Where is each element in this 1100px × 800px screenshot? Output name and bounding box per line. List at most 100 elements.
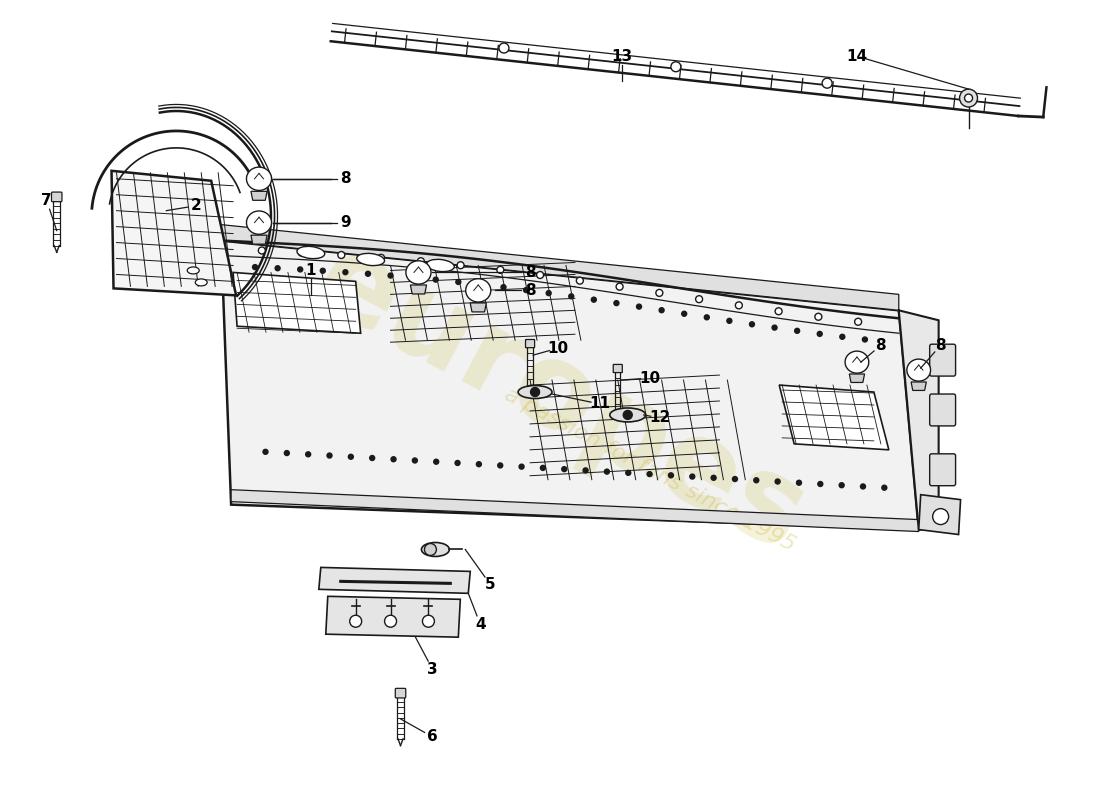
Circle shape — [500, 285, 506, 290]
Circle shape — [727, 318, 732, 323]
Circle shape — [671, 62, 681, 72]
Circle shape — [349, 454, 353, 459]
Circle shape — [476, 462, 482, 466]
Circle shape — [478, 282, 483, 287]
Polygon shape — [849, 374, 865, 382]
Ellipse shape — [421, 542, 450, 557]
Circle shape — [499, 43, 509, 53]
Circle shape — [704, 315, 710, 320]
Polygon shape — [221, 225, 899, 310]
Polygon shape — [465, 278, 491, 302]
Circle shape — [624, 410, 632, 419]
Circle shape — [327, 453, 332, 458]
Polygon shape — [111, 170, 236, 295]
Text: 13: 13 — [612, 49, 632, 64]
Circle shape — [306, 452, 310, 457]
Circle shape — [425, 543, 437, 555]
Circle shape — [637, 304, 641, 309]
Circle shape — [298, 267, 302, 272]
Circle shape — [659, 308, 664, 313]
Circle shape — [412, 458, 417, 463]
Circle shape — [711, 475, 716, 480]
Polygon shape — [221, 241, 918, 530]
Ellipse shape — [187, 267, 199, 274]
Text: 6: 6 — [427, 730, 438, 744]
Circle shape — [933, 509, 948, 525]
FancyBboxPatch shape — [930, 344, 956, 376]
Text: a passion for fans since 1995: a passion for fans since 1995 — [500, 384, 799, 555]
Circle shape — [794, 328, 800, 334]
Circle shape — [263, 450, 268, 454]
FancyBboxPatch shape — [52, 192, 62, 202]
Circle shape — [370, 455, 375, 461]
Circle shape — [695, 296, 703, 302]
Text: 8: 8 — [876, 338, 887, 353]
Polygon shape — [470, 303, 486, 312]
Text: 7: 7 — [42, 193, 52, 208]
Circle shape — [497, 463, 503, 468]
Polygon shape — [410, 285, 427, 294]
Circle shape — [776, 479, 780, 484]
Circle shape — [365, 271, 371, 276]
Polygon shape — [906, 359, 931, 381]
FancyBboxPatch shape — [930, 394, 956, 426]
Circle shape — [298, 249, 305, 256]
Text: 8: 8 — [525, 283, 536, 298]
Circle shape — [455, 461, 460, 466]
Ellipse shape — [356, 254, 385, 266]
Polygon shape — [251, 191, 267, 200]
Text: 8: 8 — [525, 265, 536, 280]
Circle shape — [576, 277, 583, 284]
Polygon shape — [246, 167, 272, 190]
Circle shape — [350, 615, 362, 627]
FancyBboxPatch shape — [930, 454, 956, 486]
Circle shape — [524, 287, 529, 293]
Ellipse shape — [195, 279, 207, 286]
Text: 8: 8 — [935, 338, 946, 353]
Circle shape — [253, 265, 257, 270]
Polygon shape — [231, 490, 918, 531]
Circle shape — [772, 325, 777, 330]
Circle shape — [862, 337, 868, 342]
Circle shape — [540, 466, 546, 470]
Polygon shape — [899, 310, 938, 530]
Text: 11: 11 — [590, 397, 610, 411]
Circle shape — [583, 468, 588, 473]
Circle shape — [647, 471, 652, 477]
FancyBboxPatch shape — [395, 688, 406, 698]
Text: 12: 12 — [649, 410, 670, 426]
Circle shape — [422, 615, 435, 627]
FancyBboxPatch shape — [613, 365, 623, 373]
Circle shape — [390, 457, 396, 462]
Circle shape — [417, 258, 425, 265]
Text: 4: 4 — [475, 617, 485, 632]
Circle shape — [839, 334, 845, 339]
Text: 2: 2 — [191, 198, 201, 213]
Circle shape — [458, 262, 464, 269]
Text: 14: 14 — [846, 49, 868, 64]
Polygon shape — [911, 382, 926, 390]
Circle shape — [338, 251, 344, 258]
Circle shape — [433, 277, 438, 282]
Text: 5: 5 — [485, 577, 495, 592]
Polygon shape — [326, 596, 460, 637]
Circle shape — [410, 275, 416, 280]
Circle shape — [569, 294, 574, 299]
Circle shape — [320, 268, 326, 274]
Circle shape — [815, 314, 822, 320]
Circle shape — [388, 273, 393, 278]
Circle shape — [616, 283, 623, 290]
Text: 8: 8 — [340, 171, 351, 186]
Circle shape — [433, 459, 439, 464]
Circle shape — [656, 290, 663, 296]
Circle shape — [822, 78, 832, 88]
Circle shape — [519, 464, 524, 469]
Circle shape — [275, 266, 280, 270]
Circle shape — [592, 297, 596, 302]
Circle shape — [547, 290, 551, 296]
Circle shape — [258, 247, 265, 254]
Circle shape — [537, 271, 543, 278]
Circle shape — [749, 322, 755, 326]
Circle shape — [604, 469, 609, 474]
Circle shape — [855, 318, 861, 326]
